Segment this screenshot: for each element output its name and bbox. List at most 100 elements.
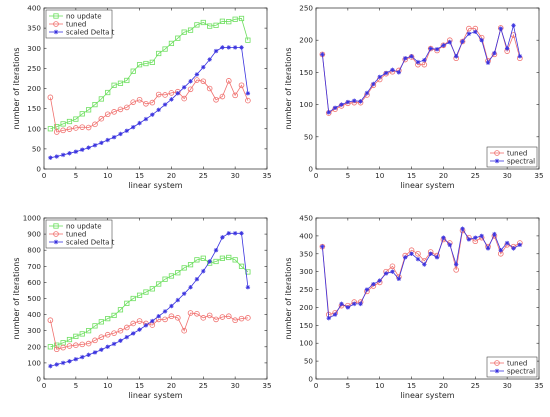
- y-tick-label: 100: [299, 339, 313, 348]
- data-point: [219, 93, 226, 100]
- data-point: [339, 102, 344, 107]
- data-point: [390, 67, 395, 73]
- data-point: [403, 56, 408, 61]
- x-tick-label: 15: [407, 171, 416, 180]
- data-point: [175, 270, 181, 276]
- data-point: [403, 255, 408, 260]
- y-tick-label: 700: [27, 262, 41, 271]
- data-point: [60, 127, 66, 134]
- data-point: [194, 72, 200, 77]
- data-point: [111, 82, 117, 88]
- data-point: [200, 78, 207, 85]
- data-point: [434, 47, 440, 52]
- data-point: [181, 291, 187, 296]
- data-point: [441, 235, 446, 240]
- data-point: [226, 45, 231, 50]
- x-tick-label: 25: [471, 381, 480, 390]
- data-point: [213, 248, 219, 253]
- data-point: [48, 363, 53, 369]
- legend-marker: [494, 368, 500, 374]
- legend-label: tuned: [66, 20, 86, 28]
- data-point: [377, 278, 382, 283]
- data-point: [118, 338, 123, 343]
- x-tick-label: 20: [439, 171, 449, 180]
- data-point: [492, 50, 497, 56]
- data-point: [66, 336, 73, 343]
- y-tick-label: 0: [308, 375, 313, 384]
- data-point: [85, 340, 92, 347]
- y-tick-label: 250: [299, 4, 313, 13]
- y-tick-label: 0: [308, 165, 313, 174]
- data-point: [188, 285, 193, 290]
- data-point: [187, 86, 194, 93]
- data-point: [187, 27, 194, 33]
- data-point: [79, 331, 85, 337]
- data-point: [332, 312, 338, 317]
- data-point: [498, 248, 503, 253]
- data-point: [466, 31, 472, 36]
- data-point: [485, 246, 491, 251]
- data-point: [232, 231, 238, 236]
- x-tick-label: 20: [439, 381, 449, 390]
- data-point: [136, 318, 143, 324]
- data-point: [117, 106, 124, 113]
- data-point: [73, 356, 79, 362]
- legend-label: tuned: [507, 149, 527, 157]
- data-point: [67, 151, 72, 156]
- data-point: [143, 116, 149, 122]
- data-point: [66, 343, 73, 349]
- data-point: [504, 46, 510, 51]
- data-point: [447, 242, 452, 248]
- y-tick-label: 200: [299, 36, 313, 45]
- data-point: [225, 78, 232, 84]
- data-point: [131, 331, 136, 336]
- legend-marker: [53, 239, 59, 245]
- data-point: [73, 342, 79, 348]
- data-point: [415, 250, 421, 257]
- data-point: [104, 111, 111, 118]
- y-axis-label: number of iterations: [284, 48, 293, 130]
- data-point: [447, 39, 452, 45]
- data-point: [245, 91, 251, 96]
- data-point: [383, 70, 389, 76]
- data-point: [136, 292, 143, 298]
- data-point: [428, 251, 433, 256]
- x-tick-label: 35: [534, 171, 543, 180]
- data-point: [60, 121, 66, 127]
- x-tick-label: 5: [346, 381, 351, 390]
- data-point: [162, 46, 168, 52]
- data-point: [79, 124, 86, 130]
- legend-marker: [494, 150, 500, 156]
- data-point: [390, 269, 395, 274]
- y-tick-label: 450: [299, 214, 313, 223]
- data-point: [92, 323, 98, 329]
- data-point: [79, 341, 86, 348]
- data-point: [124, 104, 130, 111]
- data-point: [136, 96, 143, 103]
- data-point: [511, 246, 516, 251]
- y-tick-label: 150: [27, 104, 41, 113]
- data-point: [492, 231, 497, 237]
- y-tick-label: 800: [27, 246, 41, 255]
- data-point: [85, 124, 92, 131]
- data-point: [86, 328, 92, 334]
- data-point: [194, 22, 200, 28]
- data-point: [162, 276, 168, 282]
- data-point: [117, 307, 124, 313]
- data-point: [54, 362, 59, 367]
- data-point: [206, 312, 213, 319]
- data-point: [460, 39, 465, 44]
- data-point: [54, 342, 60, 348]
- data-point: [111, 135, 117, 140]
- data-point: [181, 327, 187, 334]
- legend-label: no update: [66, 222, 102, 230]
- data-point: [201, 268, 206, 274]
- y-tick-label: 500: [27, 294, 41, 303]
- data-point: [117, 80, 124, 86]
- x-tick-label: 25: [199, 171, 208, 180]
- data-point: [156, 281, 162, 287]
- data-point: [111, 312, 117, 319]
- data-point: [53, 129, 60, 135]
- data-point: [485, 60, 491, 65]
